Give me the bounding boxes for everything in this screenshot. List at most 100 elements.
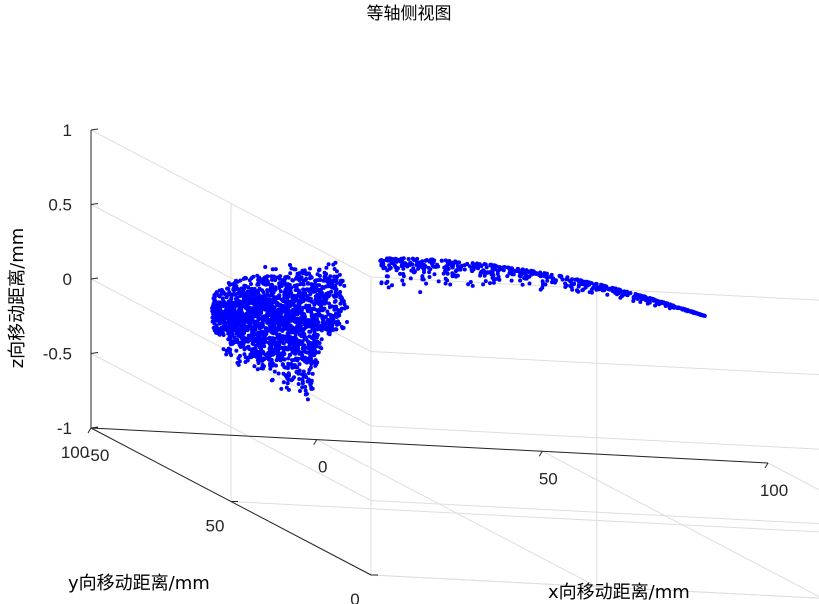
scatter-point <box>226 337 231 342</box>
scatter-point <box>553 279 558 284</box>
y-tick-label: 0 <box>350 590 359 604</box>
scatter-point <box>334 291 339 296</box>
scatter-point <box>310 326 315 331</box>
scatter-point <box>268 338 273 343</box>
scatter-point <box>300 379 305 384</box>
scatter-point <box>276 343 281 347</box>
scatter-point <box>243 360 248 364</box>
scatter-point <box>332 299 337 304</box>
scatter-point <box>246 333 251 338</box>
x-axis-label: x向移动距离/mm <box>548 582 690 603</box>
scatter-point <box>228 347 233 352</box>
scatter-point <box>468 280 473 284</box>
scatter-point <box>674 305 679 310</box>
scatter-point <box>265 326 270 331</box>
scatter-point <box>234 299 239 303</box>
scatter-point <box>640 297 645 301</box>
scatter-point <box>427 275 432 279</box>
scatter-point <box>286 387 291 392</box>
scatter-point <box>459 263 464 268</box>
scatter-point <box>591 285 596 290</box>
scatter-point <box>527 281 532 286</box>
scatter-point <box>410 262 415 267</box>
scatter-point <box>445 278 450 283</box>
scatter-point <box>285 381 290 386</box>
scatter-point <box>299 350 304 355</box>
scatter-point <box>430 263 435 268</box>
scatter-point <box>298 328 302 333</box>
scatter-point <box>495 271 500 276</box>
scatter-point <box>242 347 247 352</box>
scatter-point <box>466 282 471 287</box>
scatter-point <box>272 342 277 347</box>
scatter-point <box>299 275 304 280</box>
scatter-point <box>308 382 313 387</box>
scatter-point <box>235 323 240 328</box>
scatter-point <box>408 276 413 281</box>
scatter-point <box>325 327 330 332</box>
scatter-point <box>312 301 317 306</box>
scatter-point <box>265 288 270 293</box>
scatter-point <box>315 327 320 332</box>
grid-line <box>230 501 819 533</box>
scatter-point <box>268 288 273 293</box>
scatter-point <box>322 301 327 306</box>
scatter-point <box>242 294 247 299</box>
scatter-point <box>288 352 293 357</box>
scatter-point <box>268 301 273 306</box>
scatter-point <box>291 278 295 283</box>
scatter-point <box>269 326 274 331</box>
scatter-point <box>327 301 331 306</box>
scatter-point <box>305 281 310 286</box>
scatter-point <box>491 280 496 285</box>
scatter-point <box>563 281 568 286</box>
scatter-point <box>243 355 248 360</box>
scatter-point <box>318 278 323 282</box>
scatter-point <box>258 345 263 350</box>
scatter-point <box>301 345 306 350</box>
scatter-point <box>268 366 273 371</box>
scatter-point <box>507 271 512 276</box>
grid-line <box>90 353 372 501</box>
scatter-point <box>324 276 329 281</box>
scatter-point <box>327 305 332 310</box>
scatter-point <box>520 267 525 272</box>
scatter-point <box>485 270 490 275</box>
scatter-point <box>278 289 283 294</box>
scatter-point <box>281 303 286 308</box>
scatter-point <box>341 325 346 330</box>
scatter-point <box>310 371 315 376</box>
scatter-point <box>256 355 261 360</box>
scatter-point <box>268 285 273 290</box>
z-tick-label: 1 <box>63 121 72 140</box>
scatter-point <box>428 267 433 272</box>
scatter-point <box>263 298 268 302</box>
scatter-point <box>259 279 264 283</box>
scatter-point <box>345 305 350 310</box>
x-tick-label: 50 <box>539 469 558 488</box>
scatter-point <box>422 270 426 275</box>
scatter-point <box>540 285 545 290</box>
scatter-point <box>403 261 408 266</box>
scatter-point <box>325 319 330 324</box>
scatter-point <box>299 356 304 361</box>
scatter-point <box>231 307 236 312</box>
scatter-point <box>303 388 308 393</box>
scatter-point <box>301 333 306 338</box>
scatter-point <box>228 297 233 302</box>
scatter-point <box>263 282 268 287</box>
scatter-point <box>607 287 612 292</box>
z-tick-mark <box>90 128 99 131</box>
scatter-point <box>620 293 625 298</box>
scatter-point <box>415 256 420 261</box>
scatter-point <box>230 332 235 337</box>
grid-line <box>370 425 819 450</box>
scatter-point <box>281 334 286 339</box>
scatter-point <box>341 299 346 304</box>
scatter-point <box>265 311 270 316</box>
y-axis-label: y向移动距离/mm <box>68 573 210 594</box>
scatter-point <box>304 297 309 302</box>
scatter-point <box>445 264 449 269</box>
scatter-point <box>236 308 241 313</box>
scatter-point <box>240 335 245 340</box>
